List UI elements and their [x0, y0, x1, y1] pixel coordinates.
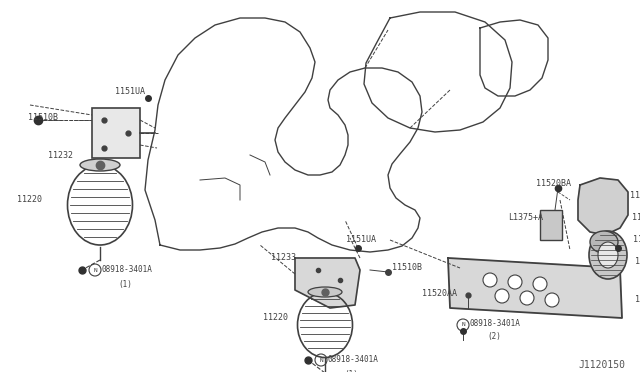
Text: J1120150: J1120150: [578, 360, 625, 370]
Text: 11340: 11340: [635, 295, 640, 305]
Text: N: N: [319, 357, 323, 362]
Text: 11375: 11375: [635, 257, 640, 266]
Circle shape: [508, 275, 522, 289]
Circle shape: [495, 289, 509, 303]
Text: (1): (1): [344, 369, 358, 372]
Bar: [540, 210, 562, 240]
Ellipse shape: [308, 287, 342, 297]
Text: 11233: 11233: [271, 253, 296, 263]
Polygon shape: [295, 258, 360, 308]
Bar: [92, 108, 140, 158]
Text: 11520A: 11520A: [632, 214, 640, 222]
Text: 08918-3401A: 08918-3401A: [470, 318, 521, 327]
Circle shape: [533, 277, 547, 291]
Circle shape: [545, 293, 559, 307]
Text: 1151UA: 1151UA: [115, 87, 145, 96]
Ellipse shape: [589, 231, 627, 279]
Text: 11232: 11232: [48, 151, 73, 160]
Text: N: N: [461, 323, 465, 327]
Text: N: N: [93, 267, 97, 273]
Text: (1): (1): [118, 279, 132, 289]
Text: (2): (2): [487, 333, 501, 341]
Text: L1375+A: L1375+A: [508, 214, 543, 222]
Text: 11510B: 11510B: [392, 263, 422, 273]
Circle shape: [483, 273, 497, 287]
Circle shape: [520, 291, 534, 305]
Text: 08918-3401A: 08918-3401A: [101, 266, 152, 275]
Text: 11520AA: 11520AA: [422, 289, 457, 298]
Ellipse shape: [80, 159, 120, 171]
Text: 1151UA: 1151UA: [346, 235, 376, 244]
Ellipse shape: [598, 242, 618, 268]
Text: 11520B: 11520B: [633, 235, 640, 244]
Text: 11220: 11220: [263, 314, 288, 323]
Ellipse shape: [590, 231, 618, 253]
Text: 11220P: 11220P: [630, 190, 640, 199]
Polygon shape: [448, 258, 622, 318]
Text: 11520BA: 11520BA: [536, 179, 571, 187]
Text: 11220: 11220: [17, 196, 42, 205]
Text: 08918-3401A: 08918-3401A: [327, 356, 378, 365]
Polygon shape: [578, 178, 628, 235]
Text: 11510B: 11510B: [28, 113, 58, 122]
